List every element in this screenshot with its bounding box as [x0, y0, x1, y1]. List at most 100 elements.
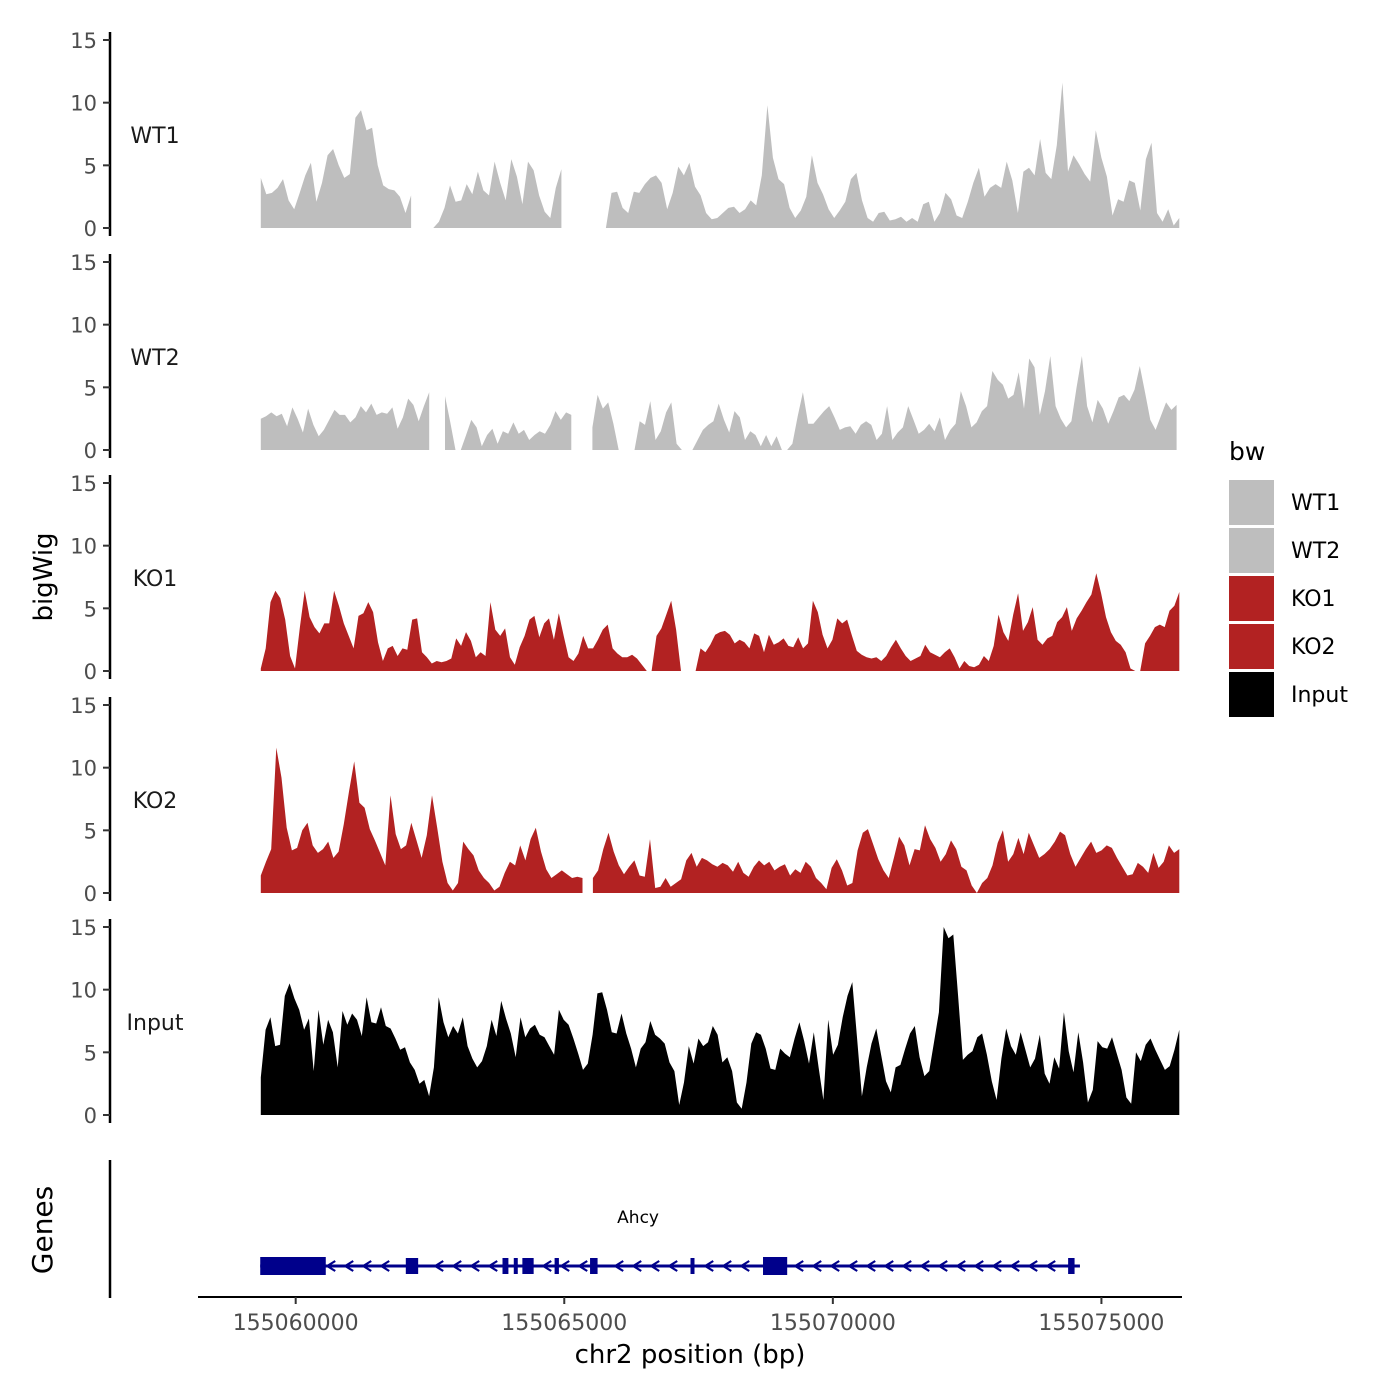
legend-title: bw — [1229, 437, 1265, 466]
legend-label-ko1: KO1 — [1291, 587, 1336, 612]
gene-exon — [405, 1258, 419, 1274]
x-tick-label: 155065000 — [501, 1311, 627, 1336]
strand-arrow — [847, 1260, 858, 1272]
y-tick-label: 15 — [70, 29, 97, 53]
y-tick-label: 0 — [84, 660, 97, 684]
track-label: KO2 — [133, 789, 178, 814]
strand-arrow — [361, 1260, 372, 1272]
strand-arrow — [541, 1260, 552, 1272]
y-axis-title: bigWig — [29, 532, 59, 621]
strand-arrow — [343, 1260, 354, 1272]
strand-arrow — [973, 1260, 984, 1272]
gene-exon — [513, 1258, 518, 1274]
y-tick-label: 5 — [84, 154, 97, 178]
strand-arrow — [325, 1260, 336, 1272]
coverage-area-input — [260, 927, 1180, 1115]
gene-exon — [502, 1258, 509, 1274]
y-tick-label: 15 — [70, 916, 97, 940]
strand-arrow — [631, 1260, 642, 1272]
gene-exon — [590, 1258, 598, 1274]
track-wt2: 0 5 10 15 WT2 — [70, 251, 1177, 463]
strand-arrow — [703, 1260, 714, 1272]
strand-arrow — [577, 1260, 588, 1272]
gene-exon — [260, 1257, 326, 1275]
track-label: WT1 — [130, 124, 179, 149]
coverage-area-wt1 — [589, 82, 1180, 228]
x-tick-label: 155075000 — [1038, 1311, 1164, 1336]
legend-label-wt2: WT2 — [1291, 539, 1340, 564]
legend-swatch-wt1 — [1229, 480, 1274, 525]
legend-label-ko2: KO2 — [1291, 635, 1336, 660]
coverage-area-wt2 — [445, 396, 572, 450]
track-ko2: 0 5 10 15 KO2 — [70, 694, 1180, 906]
strand-arrow — [613, 1260, 624, 1272]
y-tick-label: 0 — [84, 217, 97, 241]
track-label: Input — [127, 1011, 184, 1036]
x-tick-label: 155060000 — [233, 1311, 359, 1336]
strand-arrow — [1009, 1260, 1020, 1272]
x-axis-title: chr2 position (bp) — [575, 1340, 806, 1370]
y-tick-label: 5 — [84, 1041, 97, 1065]
y-tick-label: 0 — [84, 882, 97, 906]
strand-arrow — [865, 1260, 876, 1272]
strand-arrow — [901, 1260, 912, 1272]
strand-arrow — [667, 1260, 678, 1272]
y-tick-label: 10 — [70, 535, 97, 559]
x-tick-label: 155070000 — [770, 1311, 896, 1336]
gene-exon — [554, 1258, 559, 1274]
strand-arrow — [1027, 1260, 1038, 1272]
strand-arrow — [487, 1260, 498, 1272]
gene-exon — [1068, 1258, 1075, 1274]
strand-arrow — [955, 1260, 966, 1272]
y-tick-label: 10 — [70, 314, 97, 338]
strand-arrow — [937, 1260, 948, 1272]
strand-arrow — [559, 1260, 570, 1272]
strand-arrow — [1045, 1260, 1056, 1272]
gene-label: Ahcy — [617, 1208, 659, 1228]
y-tick-label: 15 — [70, 251, 97, 275]
track-ko1: 0 5 10 15 KO1 — [70, 472, 1180, 684]
y-tick-label: 10 — [70, 92, 97, 116]
track-input: 0 5 10 15 Input — [70, 916, 1180, 1128]
coverage-area-ko2 — [260, 747, 583, 893]
legend-swatch-ko2 — [1229, 624, 1274, 669]
strand-arrow — [883, 1260, 894, 1272]
y-tick-label: 5 — [84, 376, 97, 400]
bigwig-tracks: 0 5 10 15 WT1 0 5 10 15 WT2 0 5 10 15 KO1 0 5 10 15 KO2 0 5 10… — [70, 29, 1180, 1128]
y-tick-label: 10 — [70, 757, 97, 781]
strand-arrow — [649, 1260, 660, 1272]
y-tick-label: 15 — [70, 694, 97, 718]
coverage-area-ko2 — [592, 825, 1180, 893]
legend-label-input: Input — [1291, 683, 1348, 708]
strand-arrow — [991, 1260, 1002, 1272]
genes-panel: Genes Ahcy — [26, 1160, 1080, 1298]
strand-arrow — [739, 1260, 750, 1272]
strand-arrow — [433, 1260, 444, 1272]
coverage-area-ko1 — [260, 573, 1180, 671]
legend: bw WT1 WT2 KO1 KO2 Input — [1229, 437, 1348, 717]
strand-arrow — [811, 1260, 822, 1272]
y-tick-label: 5 — [84, 819, 97, 843]
legend-swatch-input — [1229, 672, 1274, 717]
coverage-area-wt1 — [433, 159, 562, 228]
track-wt1: 0 5 10 15 WT1 — [70, 29, 1180, 241]
strand-arrow — [379, 1260, 390, 1272]
gene-exon — [690, 1258, 695, 1274]
gene-ahcy: Ahcy — [260, 1208, 1080, 1275]
legend-swatch-ko1 — [1229, 576, 1274, 621]
y-tick-label: 0 — [84, 1104, 97, 1128]
strand-arrow — [919, 1260, 930, 1272]
gene-exon — [763, 1257, 788, 1275]
y-tick-label: 15 — [70, 472, 97, 496]
track-label: WT2 — [130, 346, 179, 371]
genes-panel-title: Genes — [26, 1186, 59, 1274]
strand-arrow — [721, 1260, 732, 1272]
gene-exon — [522, 1258, 534, 1274]
coverage-area-wt2 — [592, 356, 1177, 450]
track-label: KO1 — [133, 567, 178, 592]
x-axis: chr2 position (bp) 155060000 155065000 155… — [198, 1296, 1182, 1370]
strand-arrow — [829, 1260, 840, 1272]
legend-swatch-wt2 — [1229, 528, 1274, 573]
y-tick-label: 0 — [84, 439, 97, 463]
